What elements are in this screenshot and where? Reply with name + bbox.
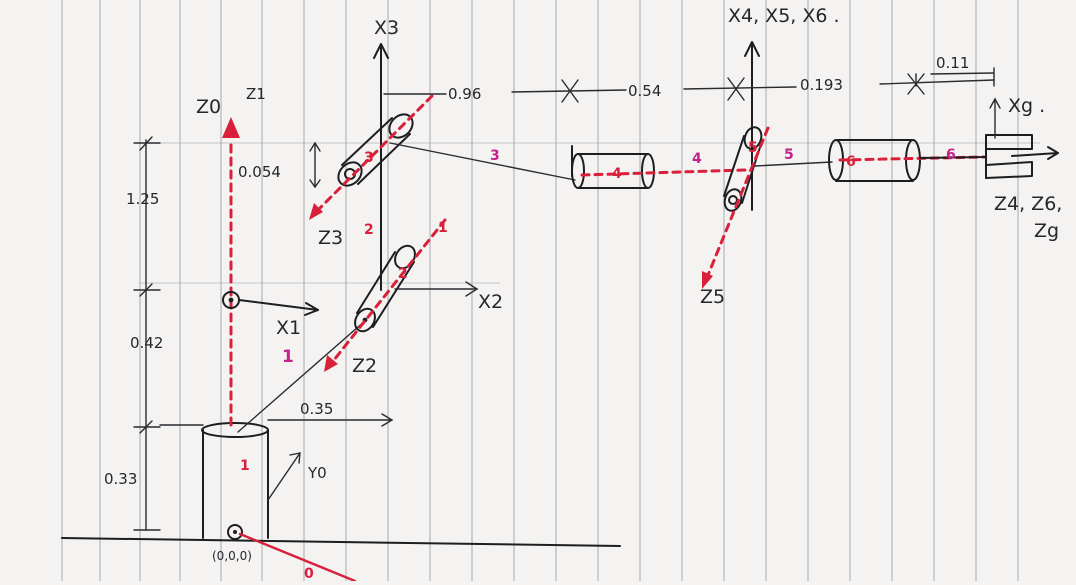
joint4-cylinder bbox=[571, 145, 655, 189]
label-zg: Zg bbox=[1034, 220, 1059, 242]
joint-num-4-red: 4 bbox=[612, 166, 622, 182]
label-x456: X4, X5, X6 . bbox=[728, 5, 840, 27]
joint-num-1-red: 1 bbox=[240, 458, 250, 474]
guide-lines bbox=[140, 142, 1040, 284]
dim-label-0054: 0.054 bbox=[238, 163, 281, 181]
joint0-red-axis bbox=[238, 532, 357, 583]
label-z1: Z1 bbox=[246, 85, 266, 103]
joint-num-3-link: 3 bbox=[490, 148, 500, 164]
link3 bbox=[389, 142, 576, 181]
joint-num-6-link: 6 bbox=[946, 147, 956, 163]
dim-label-0193: 0.193 bbox=[800, 76, 843, 94]
z4-red-axis bbox=[580, 168, 747, 177]
dim-label-054: 0.54 bbox=[628, 82, 661, 100]
xg-arrow bbox=[989, 97, 1001, 139]
x1-arrow bbox=[238, 299, 319, 316]
label-z2: Z2 bbox=[352, 355, 377, 377]
frame-labels: Z0 Z1 X1 Y0 X2 Z2 X3 Z3 X4, X5, X6 . Z5 … bbox=[196, 5, 1062, 563]
z0-axis bbox=[222, 117, 240, 427]
base-cylinder bbox=[201, 422, 269, 539]
z3-axis bbox=[309, 94, 434, 220]
x3-axis bbox=[373, 43, 389, 291]
label-z5: Z5 bbox=[700, 286, 725, 308]
label-x3: X3 bbox=[374, 17, 399, 39]
z2-axis bbox=[324, 218, 447, 372]
joint-num-1-pink: 1 bbox=[282, 347, 294, 367]
dim-label-011: 0.11 bbox=[936, 54, 969, 72]
dim-035-arrow bbox=[267, 413, 394, 427]
link1 bbox=[237, 319, 367, 433]
label-z0: Z0 bbox=[196, 96, 221, 118]
label-z3: Z3 bbox=[318, 227, 343, 249]
joint-number-labels: 0 1 1 1 2 2 3 3 4 4 5 5 6 6 bbox=[240, 140, 956, 582]
dim-label-096: 0.96 bbox=[448, 85, 481, 103]
joint-num-1-top: 1 bbox=[438, 220, 448, 236]
notebook-rules bbox=[61, 0, 1019, 581]
label-xg: Xg . bbox=[1008, 95, 1045, 117]
dim-label-125: 1.25 bbox=[126, 190, 159, 208]
label-x2: X2 bbox=[478, 291, 503, 313]
origin-marker bbox=[227, 524, 243, 540]
joint-num-6-red: 6 bbox=[846, 154, 856, 170]
joint-num-0: 0 bbox=[304, 566, 314, 581]
joint-num-5-red: 5 bbox=[748, 140, 758, 156]
x2-arrow bbox=[394, 281, 479, 297]
joint-num-2-link: 2 bbox=[364, 222, 374, 238]
ground-line bbox=[61, 537, 621, 547]
label-z46g: Z4, Z6, bbox=[994, 193, 1062, 215]
dim-label-042: 0.42 bbox=[130, 334, 163, 352]
dim-0054 bbox=[309, 141, 321, 189]
link5 bbox=[754, 161, 833, 167]
label-origin: (0,0,0) bbox=[212, 549, 252, 563]
joint-num-3-red: 3 bbox=[364, 150, 374, 166]
dim-label-033: 0.33 bbox=[104, 470, 137, 488]
label-y0: Y0 bbox=[307, 464, 327, 482]
joint-num-5-link: 5 bbox=[784, 147, 794, 163]
height-dimension-line bbox=[133, 136, 161, 531]
label-x1: X1 bbox=[276, 317, 301, 339]
dimension-labels: 0.33 0.42 1.25 0.35 0.054 0.96 0.54 0.19… bbox=[104, 54, 969, 488]
gripper bbox=[919, 134, 1059, 179]
joint-num-2-red: 2 bbox=[398, 266, 408, 282]
z5-axis bbox=[702, 126, 770, 289]
top-dimension-line bbox=[383, 67, 995, 103]
y0-arrow bbox=[267, 452, 301, 501]
joint-num-4-link: 4 bbox=[692, 151, 702, 167]
dim-label-035: 0.35 bbox=[300, 400, 333, 418]
